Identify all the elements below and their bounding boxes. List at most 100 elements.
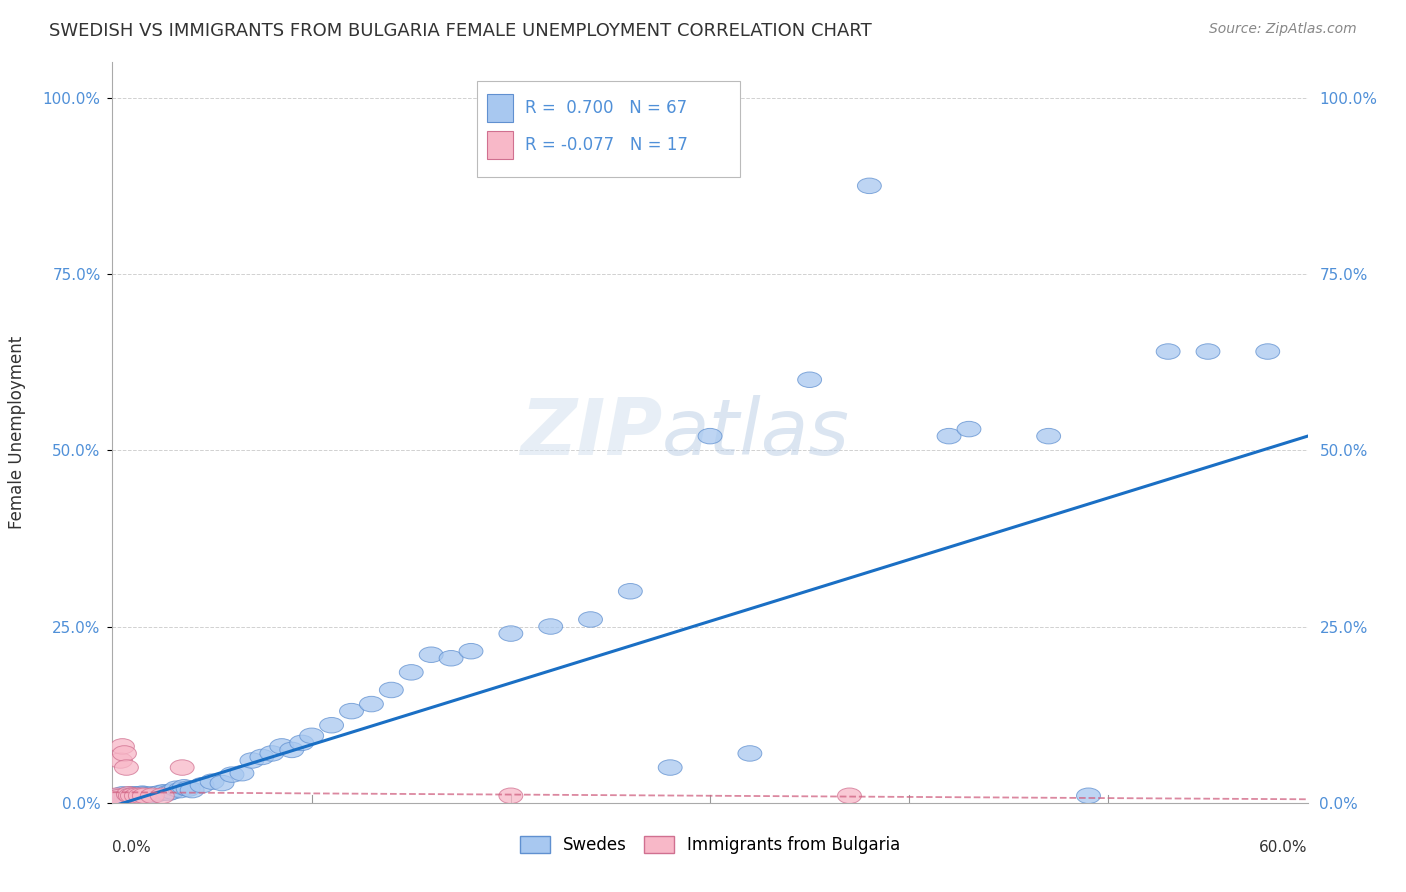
Ellipse shape <box>156 785 180 801</box>
Ellipse shape <box>419 647 443 663</box>
Ellipse shape <box>499 626 523 641</box>
Ellipse shape <box>380 682 404 698</box>
Ellipse shape <box>150 788 174 804</box>
Ellipse shape <box>117 787 141 802</box>
Ellipse shape <box>399 665 423 680</box>
Ellipse shape <box>141 788 165 804</box>
Ellipse shape <box>108 753 132 768</box>
Text: 0.0%: 0.0% <box>112 840 152 855</box>
Ellipse shape <box>112 789 136 805</box>
Ellipse shape <box>250 749 274 764</box>
Ellipse shape <box>127 789 150 805</box>
Ellipse shape <box>117 788 141 804</box>
Ellipse shape <box>124 788 149 804</box>
Y-axis label: Female Unemployment: Female Unemployment <box>8 336 25 529</box>
Ellipse shape <box>797 372 821 387</box>
Ellipse shape <box>141 787 165 802</box>
Ellipse shape <box>160 784 184 799</box>
Ellipse shape <box>458 643 484 659</box>
Ellipse shape <box>319 717 343 733</box>
FancyBboxPatch shape <box>477 81 740 178</box>
Ellipse shape <box>738 746 762 761</box>
Ellipse shape <box>131 788 155 804</box>
Ellipse shape <box>957 421 981 437</box>
Ellipse shape <box>260 746 284 761</box>
Ellipse shape <box>270 739 294 754</box>
Ellipse shape <box>1256 343 1279 359</box>
Ellipse shape <box>108 788 132 804</box>
Ellipse shape <box>858 178 882 194</box>
Ellipse shape <box>619 583 643 599</box>
Ellipse shape <box>112 788 136 804</box>
Ellipse shape <box>190 778 214 793</box>
Ellipse shape <box>169 782 193 797</box>
Ellipse shape <box>1156 343 1180 359</box>
Ellipse shape <box>128 788 152 803</box>
Ellipse shape <box>838 788 862 804</box>
Ellipse shape <box>938 428 962 444</box>
Ellipse shape <box>114 790 138 805</box>
Ellipse shape <box>360 697 384 712</box>
FancyBboxPatch shape <box>486 130 513 159</box>
Ellipse shape <box>121 790 145 805</box>
Ellipse shape <box>131 786 155 801</box>
Ellipse shape <box>112 746 136 761</box>
Ellipse shape <box>118 789 142 805</box>
Ellipse shape <box>240 753 264 768</box>
Ellipse shape <box>132 788 156 804</box>
Ellipse shape <box>152 784 176 800</box>
Legend: Swedes, Immigrants from Bulgaria: Swedes, Immigrants from Bulgaria <box>513 830 907 861</box>
Ellipse shape <box>538 619 562 634</box>
Text: ZIP: ZIP <box>520 394 662 471</box>
Ellipse shape <box>121 788 145 804</box>
Ellipse shape <box>128 789 152 805</box>
Ellipse shape <box>579 612 603 627</box>
Ellipse shape <box>117 791 141 806</box>
Ellipse shape <box>280 742 304 757</box>
Ellipse shape <box>107 791 131 806</box>
Ellipse shape <box>145 787 169 802</box>
Ellipse shape <box>209 775 233 791</box>
Ellipse shape <box>107 789 131 805</box>
Ellipse shape <box>138 788 162 804</box>
Ellipse shape <box>128 788 152 804</box>
Ellipse shape <box>1077 788 1101 804</box>
Ellipse shape <box>1036 428 1060 444</box>
Ellipse shape <box>111 739 135 754</box>
Ellipse shape <box>439 650 463 666</box>
Ellipse shape <box>173 780 197 795</box>
Text: Source: ZipAtlas.com: Source: ZipAtlas.com <box>1209 22 1357 37</box>
Ellipse shape <box>136 788 160 803</box>
Ellipse shape <box>1197 343 1220 359</box>
Ellipse shape <box>165 780 188 797</box>
Text: SWEDISH VS IMMIGRANTS FROM BULGARIA FEMALE UNEMPLOYMENT CORRELATION CHART: SWEDISH VS IMMIGRANTS FROM BULGARIA FEMA… <box>49 22 872 40</box>
FancyBboxPatch shape <box>486 94 513 121</box>
Ellipse shape <box>290 735 314 751</box>
Ellipse shape <box>122 787 146 802</box>
Ellipse shape <box>180 782 204 797</box>
Ellipse shape <box>118 787 142 802</box>
Ellipse shape <box>658 760 682 775</box>
Ellipse shape <box>699 428 723 444</box>
Ellipse shape <box>122 789 146 805</box>
Text: atlas: atlas <box>662 394 851 471</box>
Ellipse shape <box>219 767 245 782</box>
Text: R = -0.077   N = 17: R = -0.077 N = 17 <box>524 136 688 153</box>
Ellipse shape <box>135 789 159 805</box>
Ellipse shape <box>231 765 254 780</box>
Ellipse shape <box>111 787 135 802</box>
Ellipse shape <box>114 760 138 775</box>
Ellipse shape <box>111 791 135 807</box>
Ellipse shape <box>104 789 128 805</box>
Ellipse shape <box>340 704 364 719</box>
Ellipse shape <box>104 788 128 804</box>
Ellipse shape <box>176 780 200 797</box>
Ellipse shape <box>299 728 323 744</box>
Ellipse shape <box>499 788 523 804</box>
Ellipse shape <box>127 787 150 802</box>
Ellipse shape <box>114 789 138 805</box>
Ellipse shape <box>121 788 145 804</box>
Ellipse shape <box>118 788 142 804</box>
Ellipse shape <box>200 774 224 789</box>
Ellipse shape <box>124 788 149 804</box>
